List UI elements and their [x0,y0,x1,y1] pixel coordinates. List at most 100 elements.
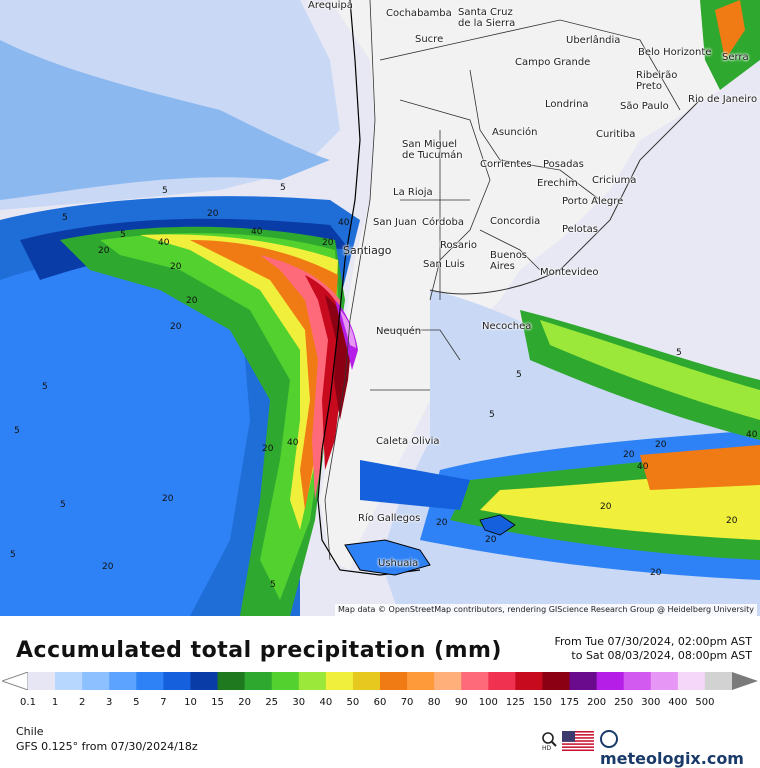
scale-swatch [109,672,137,690]
city-label: La Rioja [393,187,433,198]
contour-label: 5 [162,186,168,196]
scale-tick-label: 2 [78,697,86,708]
scale-tick-label: 200 [587,697,607,708]
city-label: San Luis [423,259,465,270]
scale-swatch [515,672,543,690]
city-label: Campo Grande [515,57,591,68]
contour-label: 5 [676,348,682,358]
city-label: Rosario [440,240,477,251]
scale-swatch [82,672,110,690]
contour-label: 5 [270,580,276,590]
precipitation-color-scale [2,672,758,690]
city-label: Uberlândia [566,35,621,46]
city-label: Sucre [415,34,444,45]
model-run-label: GFS 0.125° from 07/30/2024/18z [16,740,198,753]
contour-label: 20 [170,262,182,272]
contour-label: 20 [102,562,114,572]
scale-swatch [380,672,408,690]
city-label: Serra [722,52,749,63]
city-label: Arequipa [308,0,353,11]
contour-label: 40 [287,438,299,448]
scale-swatch [217,672,246,690]
city-label: Rio de Janeiro [688,94,758,105]
contour-label: 40 [251,227,263,237]
city-label: Buenos Aires [490,250,528,272]
scale-swatch [461,672,489,690]
scale-tick-label: 20 [238,697,251,708]
city-label: Porto Alegre [562,196,624,207]
contour-label: 20 [650,568,662,578]
city-label: Neuquén [376,326,422,337]
city-label: Necochea [482,321,532,332]
scale-tick-label: 0.1 [20,697,36,708]
scale-tick-label: 125 [505,697,525,708]
contour-label: 20 [162,494,174,504]
scale-low-arrow [2,672,29,690]
time-range-from: From Tue 07/30/2024, 02:00pm AST [554,635,752,648]
contour-label: 5 [489,410,495,420]
scale-swatch [190,672,219,690]
hd-zoom-icon[interactable]: HD [540,731,558,751]
scale-swatch [596,672,625,690]
contour-label: 5 [516,370,522,380]
contour-label: 20 [436,518,448,528]
precipitation-map[interactable]: 5 5 5 5 20 40 20 20 40 20 20 40 20 5 5 2… [0,0,760,616]
scale-swatch [542,672,571,690]
city-label: Ushuaia [378,558,419,569]
city-label: Santiago [343,244,392,257]
map-attribution[interactable]: Map data © OpenStreetMap contributors, r… [335,604,757,616]
contour-label: 40 [158,238,170,248]
contour-label: 40 [338,218,350,228]
scale-tick-label: 250 [614,697,634,708]
scale-tick-label: 7 [160,697,167,708]
scale-swatch [163,672,191,690]
contour-label: 20 [485,535,497,545]
scale-swatch [325,672,354,690]
scale-swatch [569,672,598,690]
scale-tick-label: 1 [51,697,59,708]
contour-label: 5 [60,500,66,510]
scale-swatch [244,672,273,690]
contour-label: 20 [186,296,198,306]
scale-tick-label: 90 [454,697,468,708]
city-label: Criciuma [592,175,637,186]
scale-swatch [55,672,83,690]
contour-label: 20 [207,209,219,219]
city-label: Corrientes [480,159,532,170]
contour-label: 20 [600,502,612,512]
scale-swatch [136,672,164,690]
scale-tick-label: 80 [427,697,441,708]
scale-swatch [434,672,462,690]
city-label: Belo Horizonte [638,47,712,58]
scale-tick-label: 500 [695,697,715,708]
city-label: Curitiba [596,129,636,140]
scale-high-arrow [732,672,758,690]
contour-label: 20 [726,516,738,526]
city-label: Concordia [490,216,541,227]
scale-swatch [623,672,652,690]
scale-tick-label: 10 [184,697,197,708]
city-label: San Juan [373,217,417,228]
city-label: Pelotas [562,224,598,235]
us-flag-icon[interactable] [562,731,594,751]
region-label: Chile [16,725,44,738]
city-label: Erechim [537,178,578,189]
contour-label: 20 [262,444,274,454]
city-label: Montevideo [540,267,599,278]
city-label: Río Gallegos [358,513,421,524]
meteologix-logo[interactable]: meteologix.com [600,730,760,768]
contour-label: 20 [98,246,110,256]
city-label: Asunción [492,127,538,138]
scale-swatch [28,672,56,690]
city-label: Ribeirão Preto [636,70,678,92]
scale-swatch [271,672,300,690]
scale-tick-label: 15 [211,697,224,708]
scale-tick-label: 40 [319,697,333,708]
contour-label: 40 [746,430,758,440]
scale-swatch [352,672,381,690]
contour-label: 5 [280,183,286,193]
scale-tick-label: 30 [292,697,306,708]
scale-tick-label: 150 [532,697,552,708]
scale-swatch [407,672,435,690]
contour-label: 20 [623,450,635,460]
